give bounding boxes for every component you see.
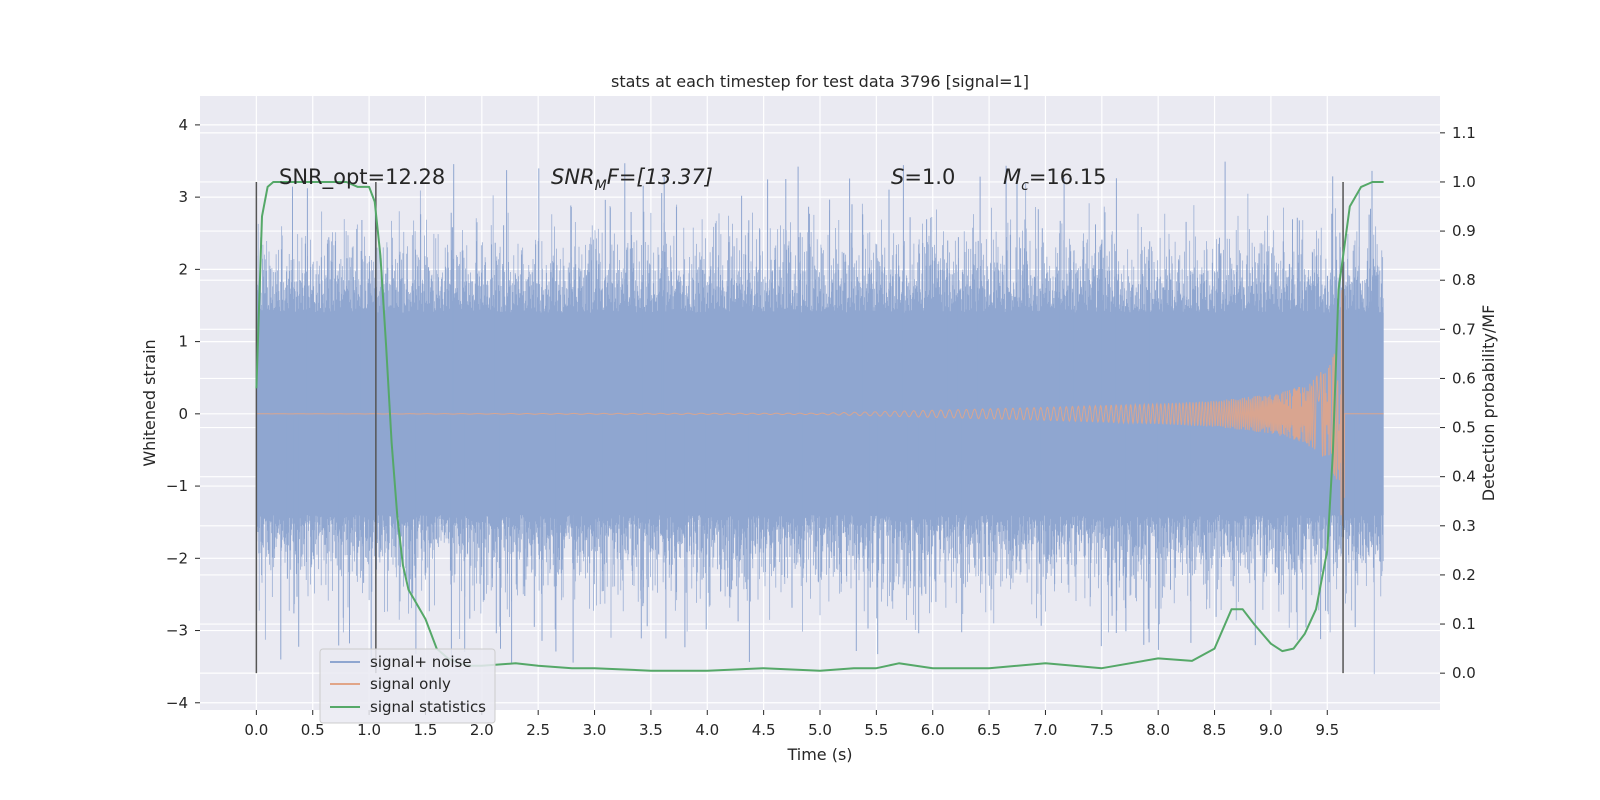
x-tick-label-3: 1.5 bbox=[414, 721, 438, 739]
x-tick-label-19: 9.5 bbox=[1315, 721, 1339, 739]
x-tick-label-17: 8.5 bbox=[1203, 721, 1227, 739]
x-tick-label-13: 6.5 bbox=[977, 721, 1001, 739]
x-tick-label-10: 5.0 bbox=[808, 721, 832, 739]
x-tick-label-4: 2.0 bbox=[470, 721, 494, 739]
legend-label-signal: signal only bbox=[370, 675, 451, 693]
x-tick-label-2: 1.0 bbox=[357, 721, 381, 739]
y2-tick-label-8: 0.3 bbox=[1452, 517, 1476, 535]
snr-mf-base: SNR bbox=[551, 165, 595, 189]
s-symbol: S bbox=[891, 165, 904, 189]
y-tick-label-4: 0 bbox=[178, 405, 188, 423]
x-axis-label: Time (s) bbox=[786, 745, 852, 764]
y2-tick-label-1: 1.0 bbox=[1452, 173, 1476, 191]
y-tick-label-1: 3 bbox=[178, 188, 188, 206]
signal-statistics-line bbox=[255, 181, 1384, 672]
y2-tick-label-4: 0.7 bbox=[1452, 320, 1476, 338]
chart-title: stats at each timestep for test data 379… bbox=[611, 72, 1029, 91]
y2-tick-label-9: 0.2 bbox=[1452, 566, 1476, 584]
s-annotation: S=1.0 bbox=[891, 165, 955, 189]
snr-mf-annotation: SNRMF=[13.37] bbox=[551, 165, 713, 194]
x-tick-label-8: 4.0 bbox=[695, 721, 719, 739]
s-value: =1.0 bbox=[904, 165, 955, 189]
legend-box bbox=[319, 648, 496, 724]
signal-statistics-series bbox=[255, 181, 1384, 672]
x-tick-label-5: 2.5 bbox=[526, 721, 550, 739]
x-tick-label-14: 7.0 bbox=[1034, 721, 1058, 739]
mc-sub: c bbox=[1021, 178, 1029, 194]
x-tick-label-18: 9.0 bbox=[1259, 721, 1283, 739]
x-tick-label-9: 4.5 bbox=[752, 721, 776, 739]
legend-label-stats: signal statistics bbox=[370, 698, 486, 716]
y-tick-label-3: 1 bbox=[178, 333, 188, 351]
snr-mf-rest: F=[13.37] bbox=[607, 165, 713, 189]
mc-symbol: M bbox=[1003, 165, 1021, 189]
y-tick-label-7: −3 bbox=[166, 622, 188, 640]
legend-label-noise: signal+ noise bbox=[370, 653, 472, 671]
x-tick-label-15: 7.5 bbox=[1090, 721, 1114, 739]
legend: signal+ noise signal only signal statist… bbox=[319, 648, 496, 724]
y2-tick-label-7: 0.4 bbox=[1452, 468, 1476, 486]
y-tick-label-6: −2 bbox=[166, 549, 188, 567]
mc-annotation: Mc=16.15 bbox=[1003, 165, 1107, 194]
y2-tick-label-6: 0.5 bbox=[1452, 419, 1476, 437]
y-tick-label-8: −4 bbox=[166, 694, 188, 712]
x-tick-label-11: 5.5 bbox=[864, 721, 888, 739]
y2-axis-ticks: 1.1 1.0 0.9 0.8 0.7 0.6 0.5 0.4 0.3 0.2 0.1 0.0 bbox=[1440, 124, 1476, 682]
y2-tick-label-11: 0.0 bbox=[1452, 664, 1476, 682]
y2-tick-label-5: 0.6 bbox=[1452, 369, 1476, 387]
y2-axis-label: Detection probability/MF bbox=[1479, 305, 1498, 502]
x-tick-label-12: 6.0 bbox=[921, 721, 945, 739]
signal-only-series bbox=[256, 276, 1384, 526]
snr-opt-annotation: SNR_opt=12.28 bbox=[279, 165, 445, 190]
y-tick-label-2: 2 bbox=[178, 260, 188, 278]
y2-tick-label-3: 0.8 bbox=[1452, 271, 1476, 289]
mc-value: =16.15 bbox=[1029, 165, 1107, 189]
y-tick-label-5: −1 bbox=[166, 477, 188, 495]
x-tick-label-7: 3.5 bbox=[639, 721, 663, 739]
x-tick-label-1: 0.5 bbox=[301, 721, 325, 739]
y-tick-label-0: 4 bbox=[178, 116, 188, 134]
x-tick-label-16: 8.0 bbox=[1146, 721, 1170, 739]
vertical-markers bbox=[255, 181, 1344, 674]
x-axis-ticks: 0.0 0.5 1.0 1.5 2.0 2.5 3.0 3.5 4.0 4.5 5.0 5.5 6.0 6… bbox=[244, 710, 1339, 739]
y2-tick-label-10: 0.1 bbox=[1452, 615, 1476, 633]
y2-tick-label-0: 1.1 bbox=[1452, 124, 1476, 142]
signal-only-line bbox=[256, 276, 1384, 526]
y-axis-ticks: 4 3 2 1 0 −1 −2 −3 −4 bbox=[166, 116, 200, 712]
x-tick-label-6: 3.0 bbox=[583, 721, 607, 739]
snr-mf-sub: M bbox=[595, 178, 607, 194]
y2-tick-label-2: 0.9 bbox=[1452, 222, 1476, 240]
x-tick-label-0: 0.0 bbox=[244, 721, 268, 739]
noise-spikes bbox=[280, 161, 1373, 663]
y-axis-label: Whitened strain bbox=[140, 339, 159, 466]
